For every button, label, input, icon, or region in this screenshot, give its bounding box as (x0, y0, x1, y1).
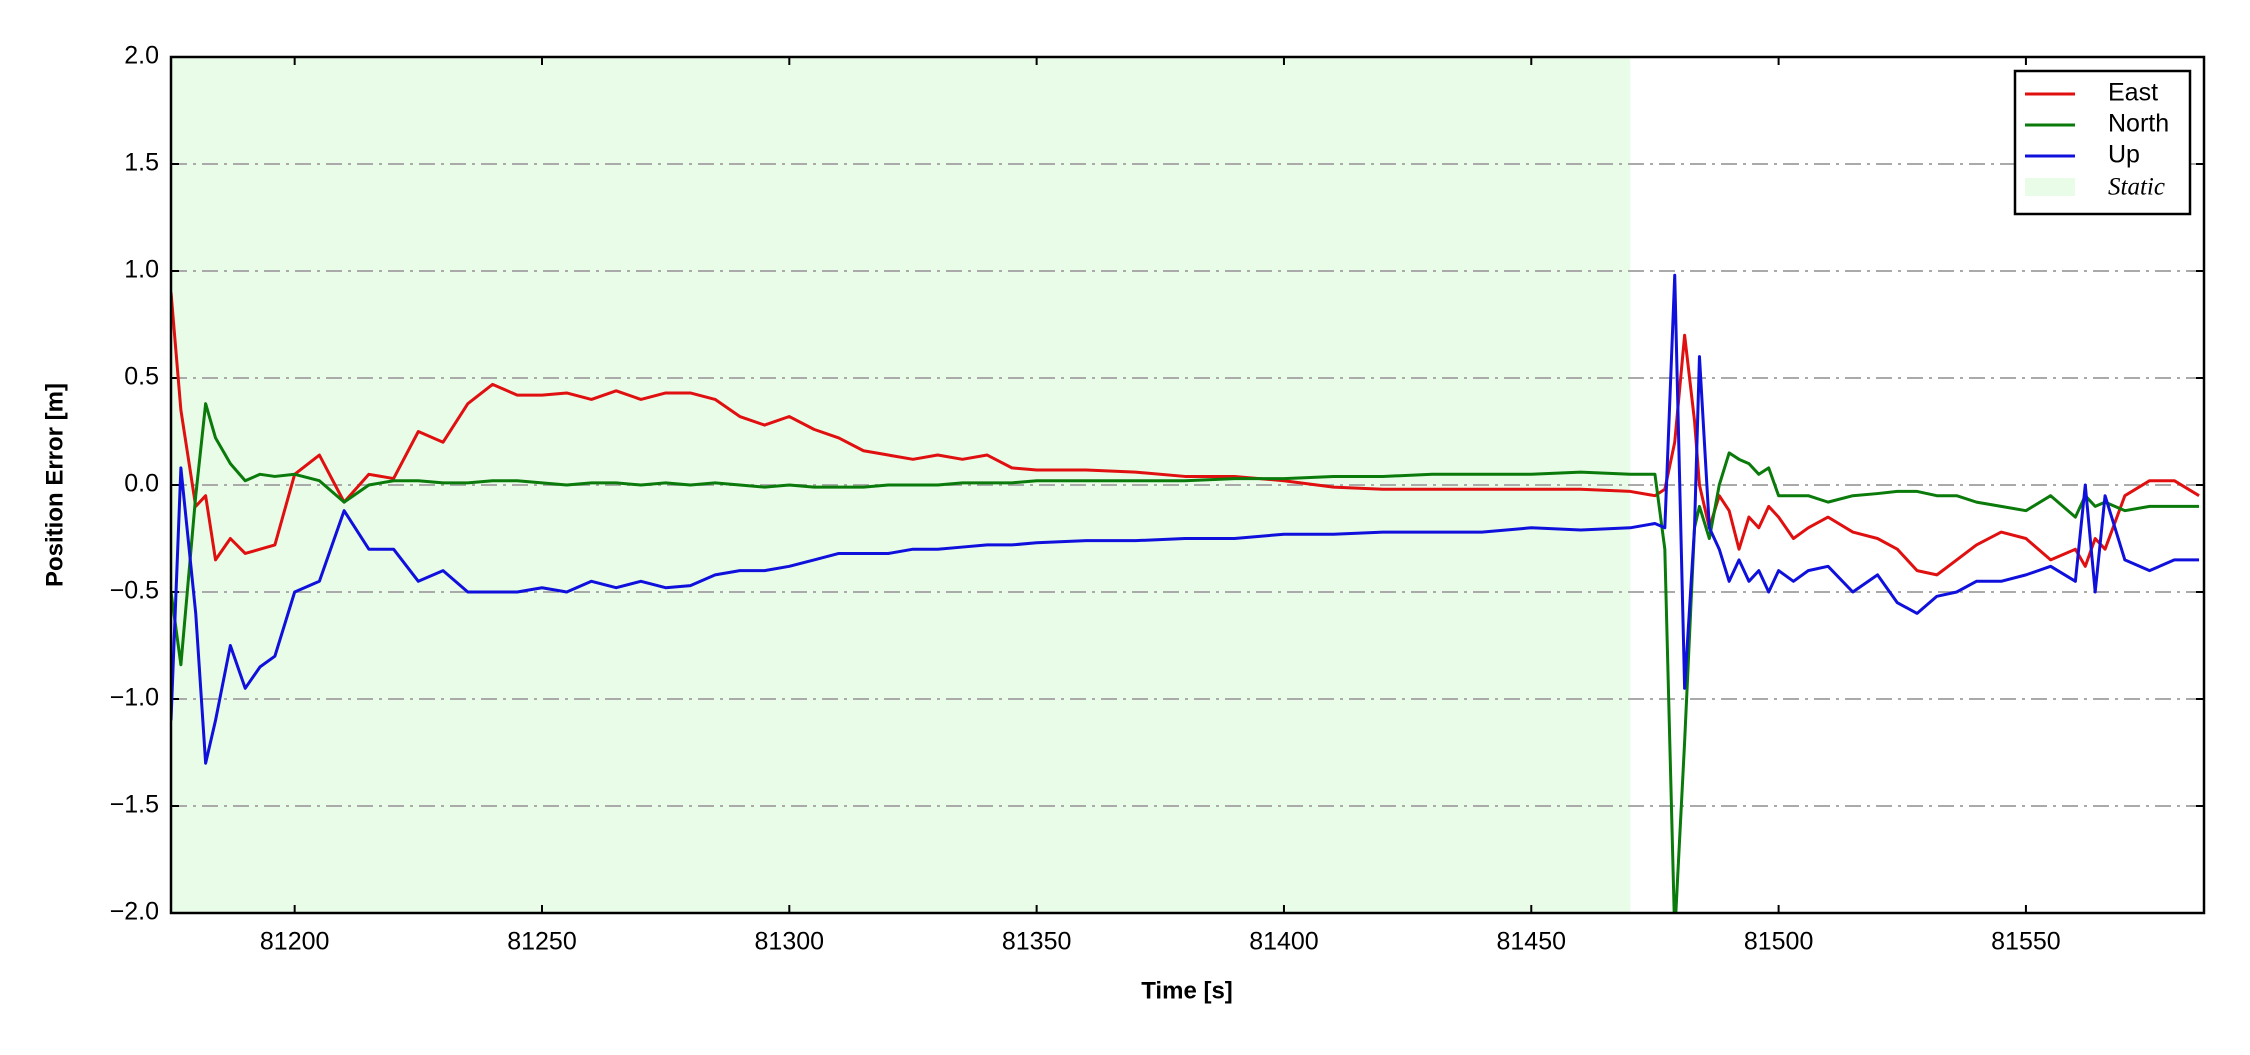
plot-lines (171, 273, 2200, 913)
legend-label: Up (2108, 141, 2140, 169)
x-tick-label: 81400 (1249, 928, 1319, 956)
y-axis-label: Position Error [m] (41, 383, 68, 587)
y-tick-label: 1.5 (124, 149, 159, 177)
x-tick-label: 81550 (1991, 928, 2061, 956)
x-tick-label: 81500 (1744, 928, 1814, 956)
y-tick-label: 0.0 (124, 470, 159, 498)
y-tick-label: −1.5 (110, 791, 159, 819)
y-tick-label: 0.5 (124, 363, 159, 391)
plot-frame (169, 55, 2206, 915)
x-tick-label: 81250 (507, 928, 577, 956)
x-axis-label: Time [s] (1141, 977, 1233, 1004)
legend-label: East (2108, 79, 2158, 107)
y-tick-label: −0.5 (110, 577, 159, 605)
series-line (171, 292, 2200, 577)
y-tick-label: 2.0 (124, 42, 159, 70)
x-tick-label: 81200 (260, 928, 330, 956)
legend-swatch (2025, 178, 2075, 196)
legend-label: North (2108, 110, 2169, 138)
y-tick-label: 1.0 (124, 256, 159, 284)
series-line (171, 402, 2200, 913)
y-tick-label: −1.0 (110, 684, 159, 712)
x-tick-label: 81350 (1002, 928, 1072, 956)
legend-label: Static (2108, 174, 2165, 201)
y-tick-label: −2.0 (110, 898, 159, 926)
x-tick-label: 81300 (755, 928, 825, 956)
series-line (171, 273, 2200, 765)
x-tick-label: 81450 (1497, 928, 1567, 956)
